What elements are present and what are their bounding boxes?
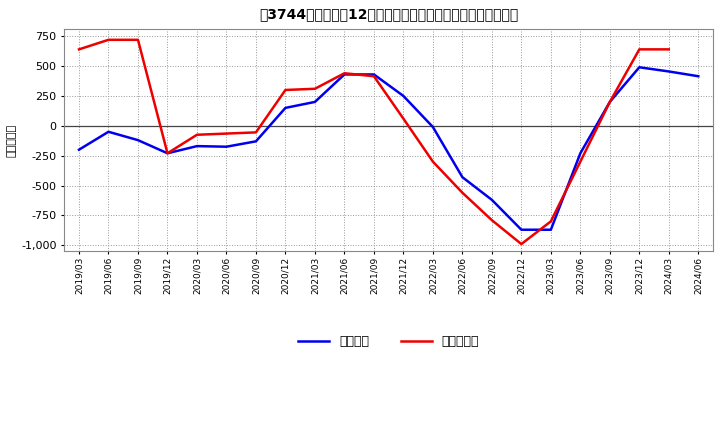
当期純利益 (163, 150, 172, 156)
経常利益 (222, 144, 231, 149)
経常利益 (546, 227, 555, 232)
経常利益 (104, 129, 113, 134)
当期純利益 (635, 47, 644, 52)
Legend: 経常利益, 当期純利益: 経常利益, 当期純利益 (298, 335, 480, 348)
経常利益 (487, 197, 496, 202)
経常利益 (517, 227, 526, 232)
経常利益 (193, 143, 202, 149)
経常利益 (251, 139, 260, 144)
当期純利益 (104, 37, 113, 42)
当期純利益 (546, 219, 555, 224)
経常利益 (340, 72, 348, 77)
経常利益 (665, 69, 673, 74)
経常利益 (399, 93, 408, 99)
当期純利益 (458, 190, 467, 195)
Title: ［3744］　利益の12か月移動合計の対前年同期増減額の推移: ［3744］ 利益の12か月移動合計の対前年同期増減額の推移 (259, 7, 518, 21)
当期純利益 (193, 132, 202, 137)
経常利益 (428, 125, 437, 130)
当期純利益 (517, 242, 526, 247)
当期純利益 (487, 217, 496, 223)
当期純利益 (606, 99, 614, 105)
当期純利益 (665, 47, 673, 52)
当期純利益 (251, 130, 260, 135)
経常利益 (576, 150, 585, 156)
経常利益 (310, 99, 319, 105)
経常利益 (694, 73, 703, 79)
経常利益 (134, 138, 143, 143)
当期純利益 (281, 87, 289, 92)
Line: 経常利益: 経常利益 (79, 67, 698, 230)
当期純利益 (399, 116, 408, 121)
経常利益 (635, 65, 644, 70)
経常利益 (458, 175, 467, 180)
Y-axis label: （百万円）: （百万円） (7, 124, 17, 157)
当期純利益 (369, 73, 378, 79)
Line: 当期純利益: 当期純利益 (79, 40, 669, 244)
当期純利益 (134, 37, 143, 42)
経常利益 (369, 72, 378, 77)
当期純利益 (75, 47, 84, 52)
経常利益 (163, 150, 172, 156)
経常利益 (606, 99, 614, 105)
経常利益 (75, 147, 84, 152)
当期純利益 (340, 70, 348, 76)
当期純利益 (310, 86, 319, 92)
当期純利益 (576, 159, 585, 164)
当期純利益 (222, 131, 231, 136)
経常利益 (281, 105, 289, 110)
当期純利益 (428, 159, 437, 164)
